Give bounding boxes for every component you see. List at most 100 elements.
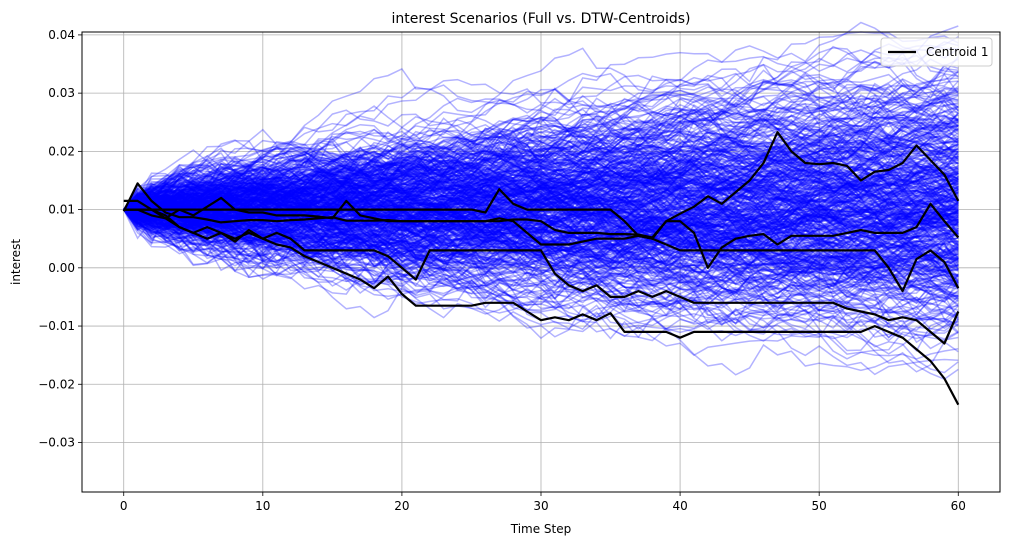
scenario-line: [123, 190, 959, 295]
scenario-line: [123, 31, 959, 228]
scenario-line: [123, 41, 959, 211]
scenario-line: [123, 172, 959, 245]
scenario-line: [123, 113, 959, 211]
scenario-line: [123, 134, 959, 211]
scenario-line: [123, 195, 959, 302]
scenario-line: [123, 135, 959, 220]
scenario-line: [123, 99, 959, 223]
legend-box: [880, 37, 993, 67]
scenario-line: [123, 208, 959, 259]
scenario-line: [123, 175, 959, 247]
scenario-line: [123, 186, 959, 256]
scenario-line: [123, 146, 959, 237]
scenario-line: [123, 128, 959, 217]
scenario-line: [123, 104, 959, 224]
scenario-line: [123, 169, 959, 251]
scenario-line: [123, 205, 959, 309]
scenario-line: [123, 157, 959, 258]
scenario-line: [123, 201, 959, 256]
scenario-line: [123, 208, 959, 342]
scenario-line: [123, 195, 959, 263]
scenario-line: [123, 169, 959, 257]
scenario-line: [123, 184, 959, 246]
scenario-line: [123, 132, 959, 229]
scenario-line: [123, 161, 959, 243]
centroid-line-3: [123, 196, 960, 293]
scenario-line: [123, 171, 959, 256]
scenario-line: [123, 190, 959, 255]
scenario-line: [123, 165, 959, 255]
scenario-line: [123, 161, 959, 253]
scenario-line: [123, 208, 959, 340]
scenario-line: [123, 142, 959, 252]
scenario-line: [123, 198, 959, 284]
scenario-line: [123, 78, 959, 211]
scenario-line: [123, 58, 959, 216]
scenario-line: [123, 158, 959, 264]
y-axis-label: interest: [9, 239, 23, 285]
scenario-line: [123, 208, 959, 313]
scenario-line: [123, 150, 959, 213]
scenario-line: [123, 192, 959, 258]
x-tick-label: 20: [394, 499, 409, 513]
scenario-line: [123, 154, 959, 233]
scenario-line: [123, 166, 959, 219]
scenario-line: [123, 162, 959, 240]
scenario-line: [123, 111, 959, 226]
scenario-line: [123, 149, 959, 246]
scenario-line: [123, 170, 959, 275]
scenario-line: [123, 161, 959, 253]
scenario-line: [123, 194, 959, 263]
scenario-line: [123, 118, 959, 215]
scenario-line: [123, 107, 959, 225]
y-axis: −0.03 −0.02 −0.01 0.00 0.01 0.02 0.03 0.04: [38, 28, 82, 450]
scenario-line: [123, 165, 959, 231]
scenario-line: [123, 181, 959, 299]
scenario-line: [123, 205, 959, 241]
scenario-line: [123, 199, 959, 260]
scenario-line: [123, 154, 959, 263]
scenario-line: [123, 106, 959, 217]
scenario-line: [123, 80, 959, 211]
scenario-line: [123, 138, 959, 228]
scenario-line: [123, 204, 959, 306]
scenario-line: [123, 177, 959, 245]
scenario-line: [123, 129, 959, 228]
scenario-line: [123, 198, 959, 273]
scenario-line: [123, 142, 959, 237]
scenario-line: [123, 130, 959, 265]
scenario-line: [123, 208, 959, 310]
y-tick-label: −0.01: [38, 319, 75, 333]
scenario-line: [123, 202, 959, 302]
scenario-line: [123, 171, 959, 276]
scenario-line: [123, 192, 959, 373]
scenario-line: [123, 209, 959, 333]
scenario-line: [123, 189, 959, 262]
scenario-line: [123, 168, 959, 284]
scenario-line: [123, 117, 959, 225]
scenario-line: [123, 145, 959, 276]
scenario-line: [123, 140, 959, 246]
scenario-line: [123, 186, 959, 279]
scenario-line: [123, 146, 959, 235]
scenario-line: [123, 184, 959, 246]
scenario-line: [123, 115, 959, 250]
scenario-line: [123, 139, 959, 211]
scenario-line: [123, 190, 959, 266]
scenario-line: [123, 189, 959, 293]
scenario-line: [123, 209, 959, 299]
x-tick-label: 10: [255, 499, 270, 513]
scenario-line: [123, 175, 959, 262]
y-tick-label: −0.03: [38, 436, 75, 450]
scenario-line: [123, 186, 959, 259]
y-tick-label: 0.02: [48, 144, 75, 158]
scenario-line: [123, 120, 959, 213]
scenario-line: [123, 206, 959, 304]
scenario-line: [123, 179, 959, 224]
scenario-line: [123, 205, 959, 316]
scenario-line: [123, 164, 959, 296]
scenario-line: [123, 105, 959, 211]
scenario-line: [123, 78, 959, 220]
scenario-line: [123, 132, 959, 245]
scenario-line: [123, 209, 959, 290]
